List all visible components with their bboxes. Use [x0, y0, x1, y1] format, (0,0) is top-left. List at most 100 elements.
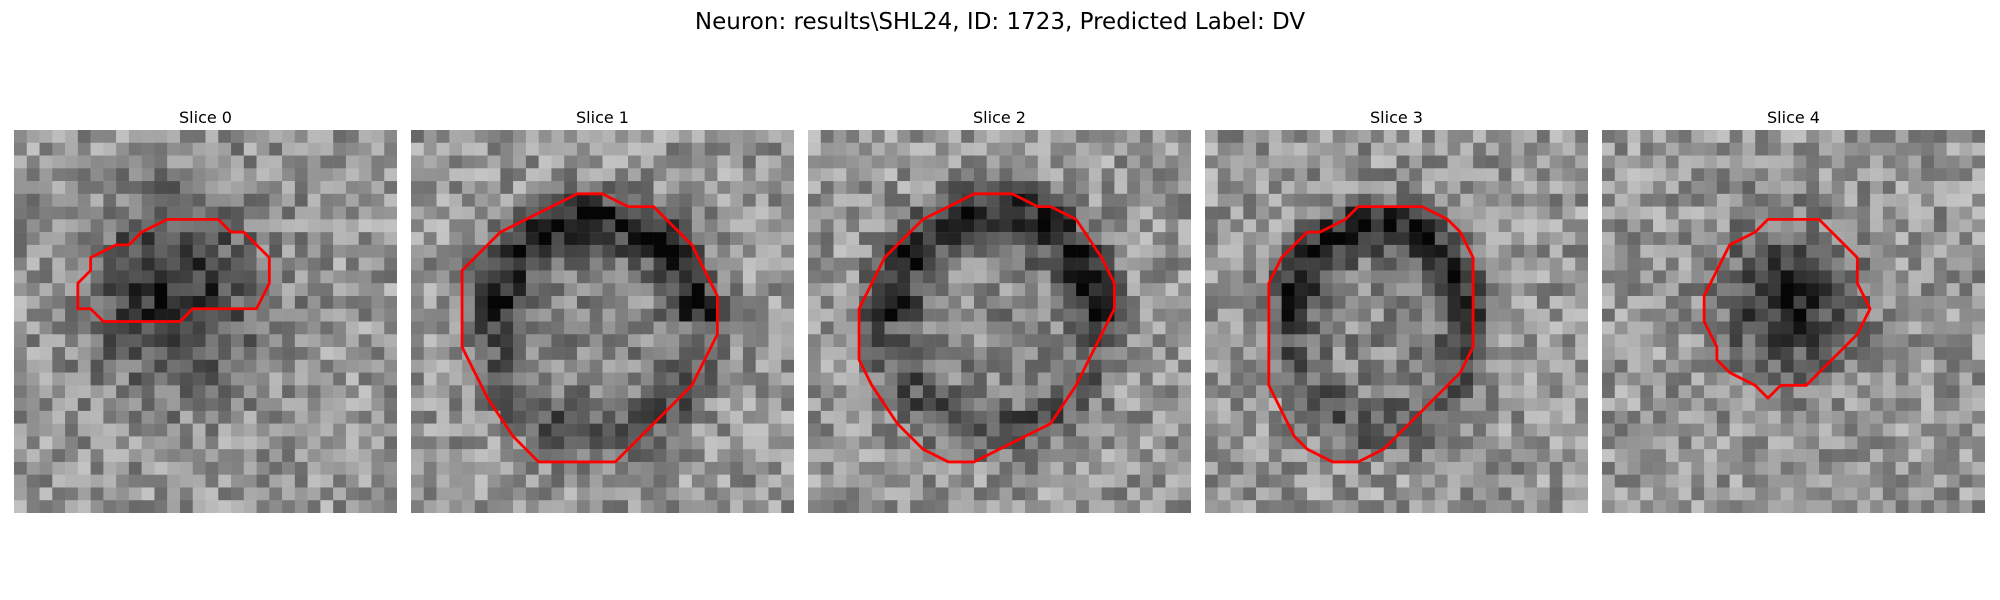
- image-pixel: [666, 436, 680, 450]
- image-pixel: [1653, 168, 1667, 182]
- image-pixel: [269, 474, 283, 488]
- image-pixel: [1063, 347, 1077, 361]
- image-pixel: [986, 461, 1000, 475]
- image-pixel: [179, 334, 193, 348]
- image-pixel: [218, 423, 232, 437]
- image-pixel: [307, 232, 321, 246]
- image-pixel: [90, 436, 104, 450]
- image-pixel: [1498, 295, 1512, 309]
- image-pixel: [871, 181, 885, 195]
- image-pixel: [307, 449, 321, 463]
- image-pixel: [897, 219, 911, 233]
- image-pixel: [884, 130, 898, 144]
- image-pixel: [1256, 295, 1270, 309]
- image-pixel: [77, 308, 91, 322]
- image-pixel: [345, 257, 359, 271]
- image-pixel: [14, 206, 28, 220]
- image-pixel: [1101, 168, 1115, 182]
- image-pixel: [1050, 308, 1064, 322]
- image-pixel: [1870, 219, 1884, 233]
- image-pixel: [1844, 257, 1858, 271]
- image-pixel: [820, 244, 834, 258]
- image-pixel: [1422, 423, 1436, 437]
- image-pixel: [1332, 155, 1346, 169]
- image-pixel: [859, 423, 873, 437]
- image-pixel: [1895, 410, 1909, 424]
- image-pixel: [1025, 308, 1039, 322]
- image-pixel: [704, 142, 718, 156]
- image-pixel: [384, 449, 397, 463]
- image-pixel: [141, 193, 155, 207]
- image-pixel: [1857, 283, 1871, 297]
- image-pixel: [730, 193, 744, 207]
- image-pixel: [1460, 461, 1474, 475]
- image-pixel: [1114, 206, 1128, 220]
- image-pixel: [179, 423, 193, 437]
- image-pixel: [1205, 257, 1219, 271]
- image-pixel: [423, 410, 437, 424]
- image-pixel: [1396, 295, 1410, 309]
- roi-contour: [1702, 217, 1872, 400]
- image-pixel: [742, 181, 756, 195]
- image-pixel: [833, 130, 847, 144]
- image-pixel: [1627, 449, 1641, 463]
- image-pixel: [436, 359, 450, 373]
- image-pixel: [1294, 372, 1308, 386]
- image-pixel: [1704, 232, 1718, 246]
- image-pixel: [1345, 270, 1359, 284]
- image-pixel: [167, 142, 181, 156]
- image-pixel: [742, 347, 756, 361]
- image-pixel: [1691, 181, 1705, 195]
- image-pixel: [1370, 219, 1384, 233]
- image-pixel: [65, 334, 79, 348]
- image-pixel: [1908, 347, 1922, 361]
- image-pixel: [1485, 244, 1499, 258]
- image-pixel: [1281, 436, 1295, 450]
- image-pixel: [1844, 359, 1858, 373]
- image-pixel: [1230, 232, 1244, 246]
- image-pixel: [1729, 385, 1743, 399]
- image-pixel: [1549, 219, 1563, 233]
- image-pixel: [1933, 155, 1947, 169]
- image-pixel: [1806, 232, 1820, 246]
- image-pixel: [411, 181, 425, 195]
- image-pixel: [1370, 372, 1384, 386]
- image-pixel: [820, 142, 834, 156]
- slice-title: Slice 2: [973, 108, 1026, 127]
- image-pixel: [1205, 334, 1219, 348]
- image-pixel: [973, 270, 987, 284]
- image-pixel: [781, 168, 794, 182]
- image-pixel: [77, 130, 91, 144]
- image-pixel: [1691, 500, 1705, 513]
- image-pixel: [411, 168, 425, 182]
- image-pixel: [358, 206, 372, 220]
- image-pixel: [589, 295, 603, 309]
- image-pixel: [1653, 347, 1667, 361]
- image-pixel: [1870, 270, 1884, 284]
- image-pixel: [128, 436, 142, 450]
- image-pixel: [1793, 359, 1807, 373]
- image-pixel: [1178, 487, 1191, 501]
- image-pixel: [141, 142, 155, 156]
- image-pixel: [1460, 487, 1474, 501]
- image-pixel: [1921, 334, 1935, 348]
- image-pixel: [1114, 283, 1128, 297]
- image-pixel: [781, 295, 794, 309]
- image-pixel: [1946, 206, 1960, 220]
- image-pixel: [910, 487, 924, 501]
- image-pixel: [1332, 168, 1346, 182]
- image-pixel: [717, 283, 731, 297]
- image-pixel: [1524, 244, 1538, 258]
- image-pixel: [1921, 283, 1935, 297]
- image-pixel: [77, 487, 91, 501]
- image-pixel: [154, 500, 168, 513]
- image-pixel: [436, 410, 450, 424]
- image-pixel: [1536, 500, 1550, 513]
- image-pixel: [1114, 436, 1128, 450]
- image-pixel: [1767, 283, 1781, 297]
- image-pixel: [39, 385, 53, 399]
- image-pixel: [859, 219, 873, 233]
- image-pixel: [1549, 193, 1563, 207]
- image-pixel: [1933, 359, 1947, 373]
- image-pixel: [1012, 474, 1026, 488]
